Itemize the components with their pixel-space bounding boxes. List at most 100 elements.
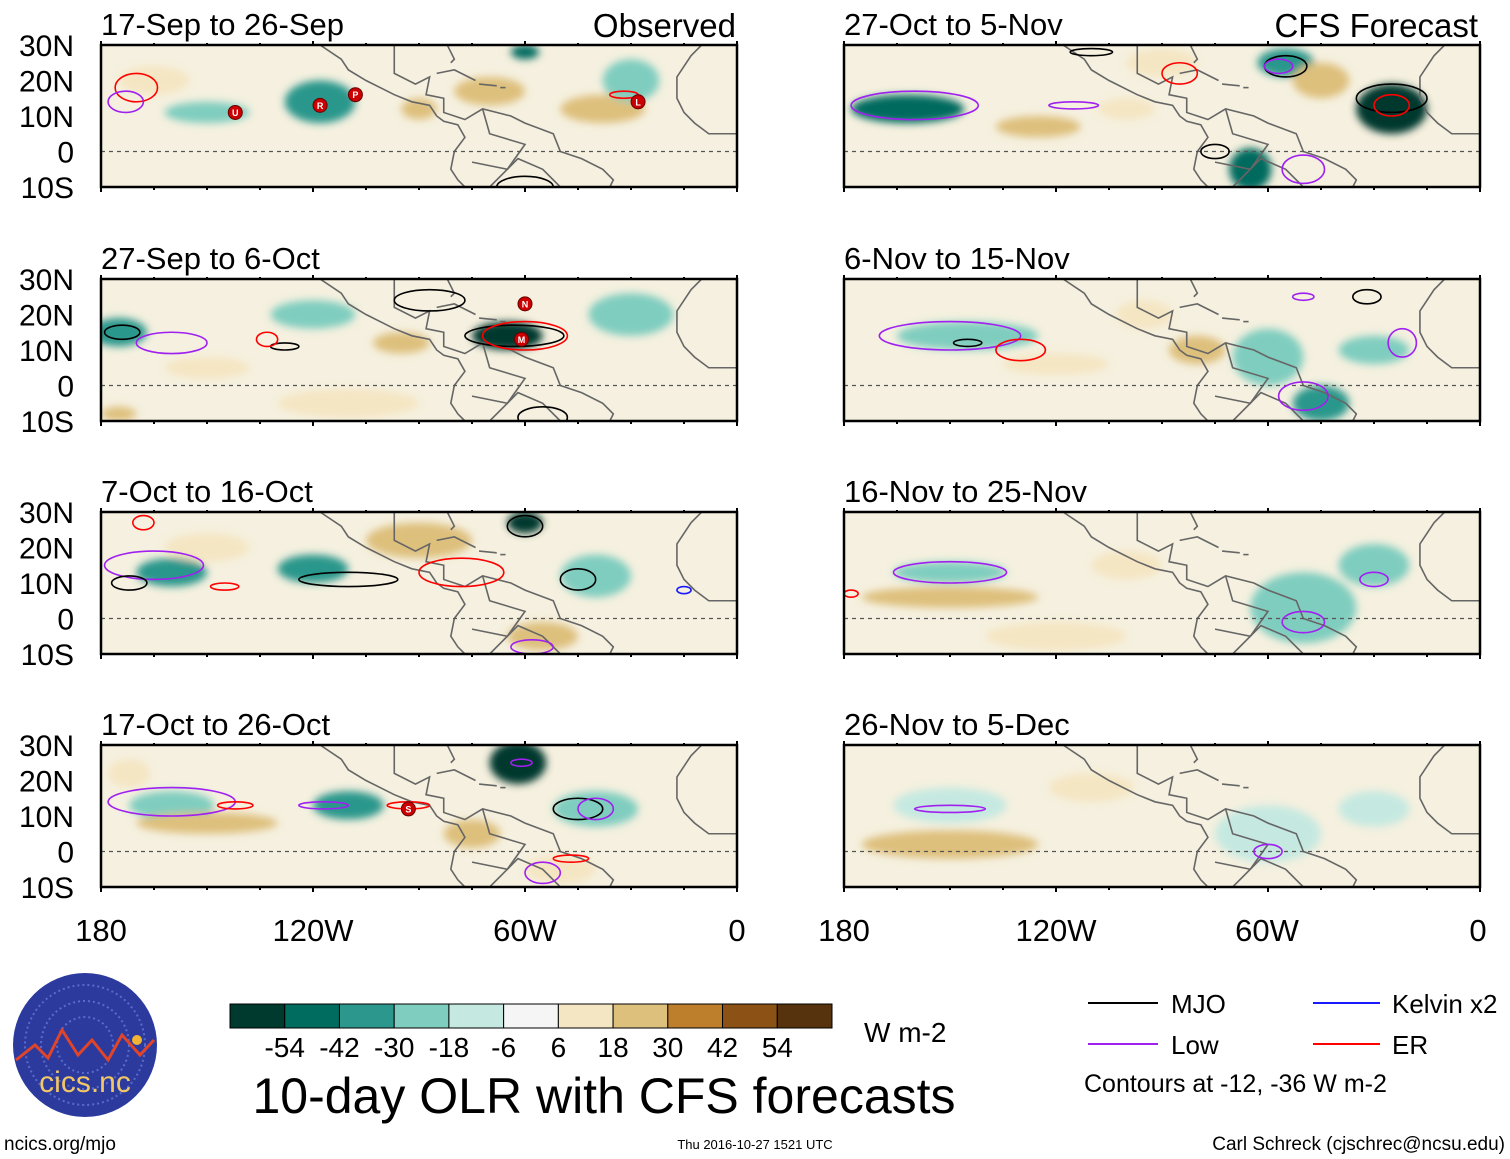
coastline xyxy=(676,45,737,135)
contour-er xyxy=(418,557,505,588)
coastline xyxy=(1221,317,1240,321)
legend-label-er: ER xyxy=(1392,1030,1428,1060)
coastline xyxy=(478,83,497,87)
contour-mjo xyxy=(952,338,983,348)
colorbar-tick-label: -30 xyxy=(374,1032,414,1063)
lat-label: 10S xyxy=(21,872,74,905)
legend-note: Contours at -12, -36 W m-2 xyxy=(1084,1070,1387,1098)
cics-logo: cics.nc xyxy=(13,973,157,1117)
coastline xyxy=(436,769,476,782)
olr-anomaly-region xyxy=(525,855,596,884)
coastline xyxy=(1232,157,1304,187)
logo-text: cics.nc xyxy=(39,1066,131,1099)
colorbar-tick-label: -42 xyxy=(319,1032,359,1063)
lon-label: 120W xyxy=(1016,913,1098,948)
contour-mjo xyxy=(464,324,565,348)
olr-anomaly-region xyxy=(1048,773,1134,802)
colorbar-swatch xyxy=(448,1003,505,1029)
coastline xyxy=(1232,391,1304,421)
coastline xyxy=(436,303,476,316)
storm-letter: S xyxy=(405,804,411,814)
olr-anomaly-region xyxy=(893,561,1007,583)
colorbar-swatch xyxy=(338,1003,395,1029)
colorbar-tick-label: 6 xyxy=(551,1032,567,1063)
lat-label: 0 xyxy=(57,604,74,637)
tropical-cyclone-icon: N xyxy=(517,296,533,312)
lon-label: 180 xyxy=(75,913,127,948)
coastline xyxy=(1179,303,1219,316)
contour-low xyxy=(107,90,145,114)
colorbar-unit: W m-2 xyxy=(864,1017,946,1048)
contour-mjo xyxy=(1352,288,1382,305)
contour-mjo xyxy=(559,567,597,591)
contour-kelvin-x2 xyxy=(676,585,692,595)
olr-anomaly-region xyxy=(1215,805,1321,863)
coastline xyxy=(471,575,527,638)
coastline xyxy=(1062,512,1209,654)
contour-er xyxy=(995,338,1047,362)
colorbar-swatch xyxy=(722,1003,778,1029)
colorbar-swatch xyxy=(503,1003,559,1029)
panel-title: 27-Sep to 6-Oct xyxy=(101,241,320,276)
colorbar-swatch xyxy=(557,1003,614,1029)
contour-mjo xyxy=(495,175,555,187)
olr-anomaly-region xyxy=(1292,385,1350,421)
coastline xyxy=(489,857,561,887)
olr-anomaly-region xyxy=(588,293,674,336)
contour-er xyxy=(131,514,155,531)
coastline xyxy=(1062,745,1209,887)
contour-low xyxy=(1281,610,1326,634)
olr-anomaly-region xyxy=(401,98,437,120)
map-panel: 26-Nov to 5-Dec xyxy=(842,707,1482,892)
coastline xyxy=(1189,512,1199,531)
coastline xyxy=(1189,45,1199,64)
lat-label: 10N xyxy=(19,101,74,134)
panel-title: 17-Oct to 26-Oct xyxy=(101,707,331,742)
colorbar-swatch xyxy=(229,1003,286,1029)
coastline xyxy=(1419,512,1480,602)
lat-label: 30N xyxy=(19,30,74,63)
contour-mjo xyxy=(1200,143,1230,160)
colorbar-swatch xyxy=(284,1003,340,1029)
olr-anomaly-region xyxy=(1356,84,1427,134)
contour-low xyxy=(850,90,980,121)
contour-er xyxy=(552,854,590,863)
coastline xyxy=(1214,108,1270,171)
olr-anomaly-region xyxy=(861,830,1039,859)
olr-anomaly-field xyxy=(851,48,1427,187)
olr-anomaly-region xyxy=(1250,572,1357,644)
coastline xyxy=(478,783,497,787)
legend: MJO Kelvin x2 Low ER Contours at -12, -3… xyxy=(1084,989,1498,1098)
olr-anomaly-region xyxy=(136,812,278,834)
coastline xyxy=(1179,769,1219,782)
coastline xyxy=(1232,624,1304,654)
forecast-label: CFS Forecast xyxy=(1274,7,1478,44)
contour-low xyxy=(1048,100,1100,110)
lon-axis-left: 180 120W 60W 0 xyxy=(75,913,745,948)
contour-low xyxy=(135,331,208,355)
contour-low xyxy=(1359,571,1389,588)
olr-anomaly-region xyxy=(164,357,250,379)
coastline xyxy=(1221,83,1240,87)
contour-mjo xyxy=(517,406,569,421)
coastline xyxy=(1189,745,1199,764)
colorbar-tick-label: -18 xyxy=(429,1032,469,1063)
coastline xyxy=(1221,783,1240,787)
map-panel: 6-Nov to 15-Nov xyxy=(842,241,1482,426)
olr-anomaly-region xyxy=(164,101,250,124)
storm-letter: U xyxy=(232,108,239,118)
colorbar-swatch xyxy=(612,1003,669,1029)
coastline xyxy=(1214,575,1270,638)
contour-low xyxy=(103,550,205,581)
panel-title: 6-Nov to 15-Nov xyxy=(844,241,1070,276)
legend-label-low: Low xyxy=(1171,1030,1219,1060)
contour-er xyxy=(481,320,569,351)
olr-anomaly-field xyxy=(861,543,1410,651)
coastline xyxy=(1189,279,1199,298)
coastline xyxy=(1179,69,1219,82)
lat-label: 10N xyxy=(19,801,74,834)
contour-low xyxy=(298,800,350,810)
